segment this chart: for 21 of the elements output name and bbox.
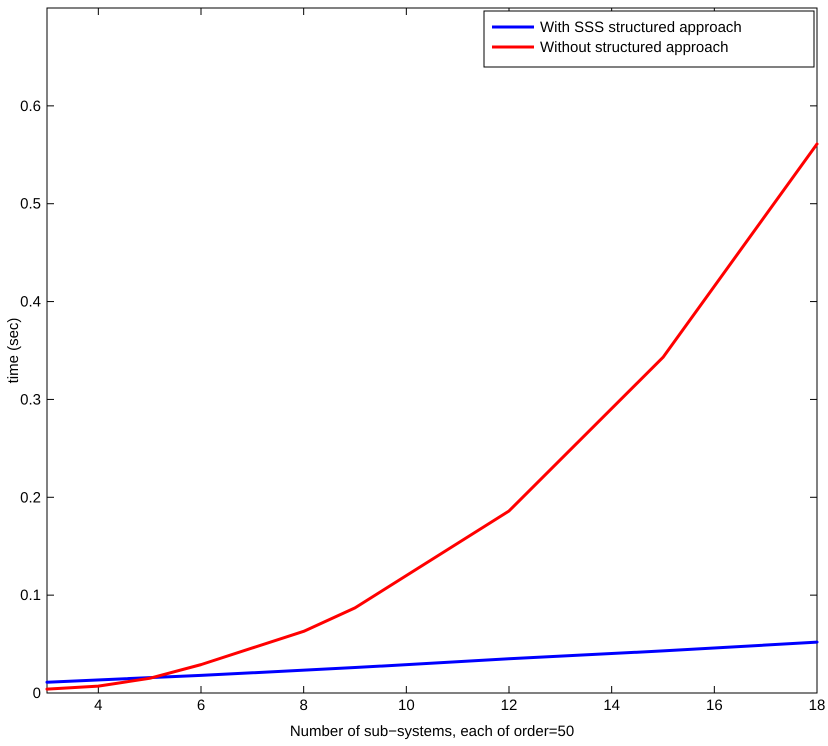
y-tick-label: 0.1 bbox=[20, 587, 41, 604]
x-tick-label: 4 bbox=[94, 697, 103, 714]
x-tick-label: 8 bbox=[299, 697, 308, 714]
y-tick-label: 0.4 bbox=[20, 294, 41, 311]
x-tick-label: 10 bbox=[398, 697, 415, 714]
x-axis-title: Number of sub−systems, each of order=50 bbox=[290, 723, 574, 740]
y-tick-label: 0.5 bbox=[20, 196, 41, 213]
x-tick-label: 6 bbox=[196, 697, 206, 714]
legend-label: Without structured approach bbox=[540, 39, 728, 56]
x-tick-label: 16 bbox=[706, 697, 723, 714]
y-axis-title: time (sec) bbox=[5, 318, 22, 384]
legend-label: With SSS structured approach bbox=[540, 19, 742, 36]
y-tick-label: 0.2 bbox=[20, 489, 41, 506]
line-series bbox=[46, 640, 818, 684]
line-series bbox=[46, 142, 818, 691]
x-tick-label: 12 bbox=[500, 697, 518, 714]
y-tick-label: 0.3 bbox=[20, 391, 41, 408]
y-tick-label: 0 bbox=[32, 685, 41, 702]
x-tick-label: 14 bbox=[603, 697, 620, 714]
x-tick-label: 18 bbox=[808, 697, 826, 714]
y-tick-label: 0.6 bbox=[20, 98, 41, 115]
